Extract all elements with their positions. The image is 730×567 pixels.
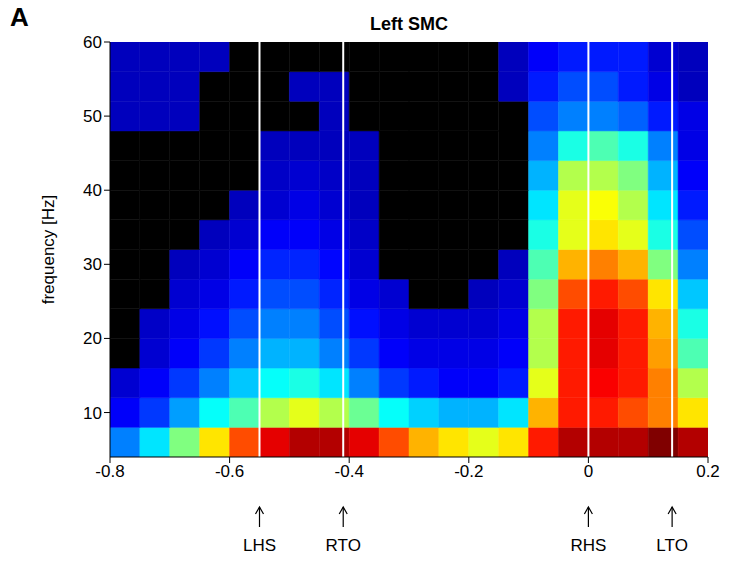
svg-text:50: 50	[83, 107, 102, 126]
svg-text:30: 30	[83, 255, 102, 274]
svg-text:frequency [Hz]: frequency [Hz]	[39, 195, 58, 305]
svg-text:-0.6: -0.6	[215, 462, 244, 481]
svg-text:RTO: RTO	[326, 536, 361, 555]
svg-text:LHS: LHS	[243, 536, 276, 555]
svg-text:LTO: LTO	[656, 536, 688, 555]
svg-text:20: 20	[83, 329, 102, 348]
svg-text:60: 60	[83, 33, 102, 52]
svg-text:-0.2: -0.2	[454, 462, 483, 481]
svg-text:-0.8: -0.8	[95, 462, 124, 481]
svg-text:RHS: RHS	[570, 536, 606, 555]
svg-text:10: 10	[83, 404, 102, 423]
svg-text:40: 40	[83, 181, 102, 200]
html-text:Left SMC: Left SMC	[370, 14, 448, 34]
svg-text:0.2: 0.2	[696, 462, 720, 481]
svg-text:-0.4: -0.4	[335, 462, 364, 481]
html-text:A: A	[10, 2, 29, 32]
svg-text:0: 0	[584, 462, 593, 481]
